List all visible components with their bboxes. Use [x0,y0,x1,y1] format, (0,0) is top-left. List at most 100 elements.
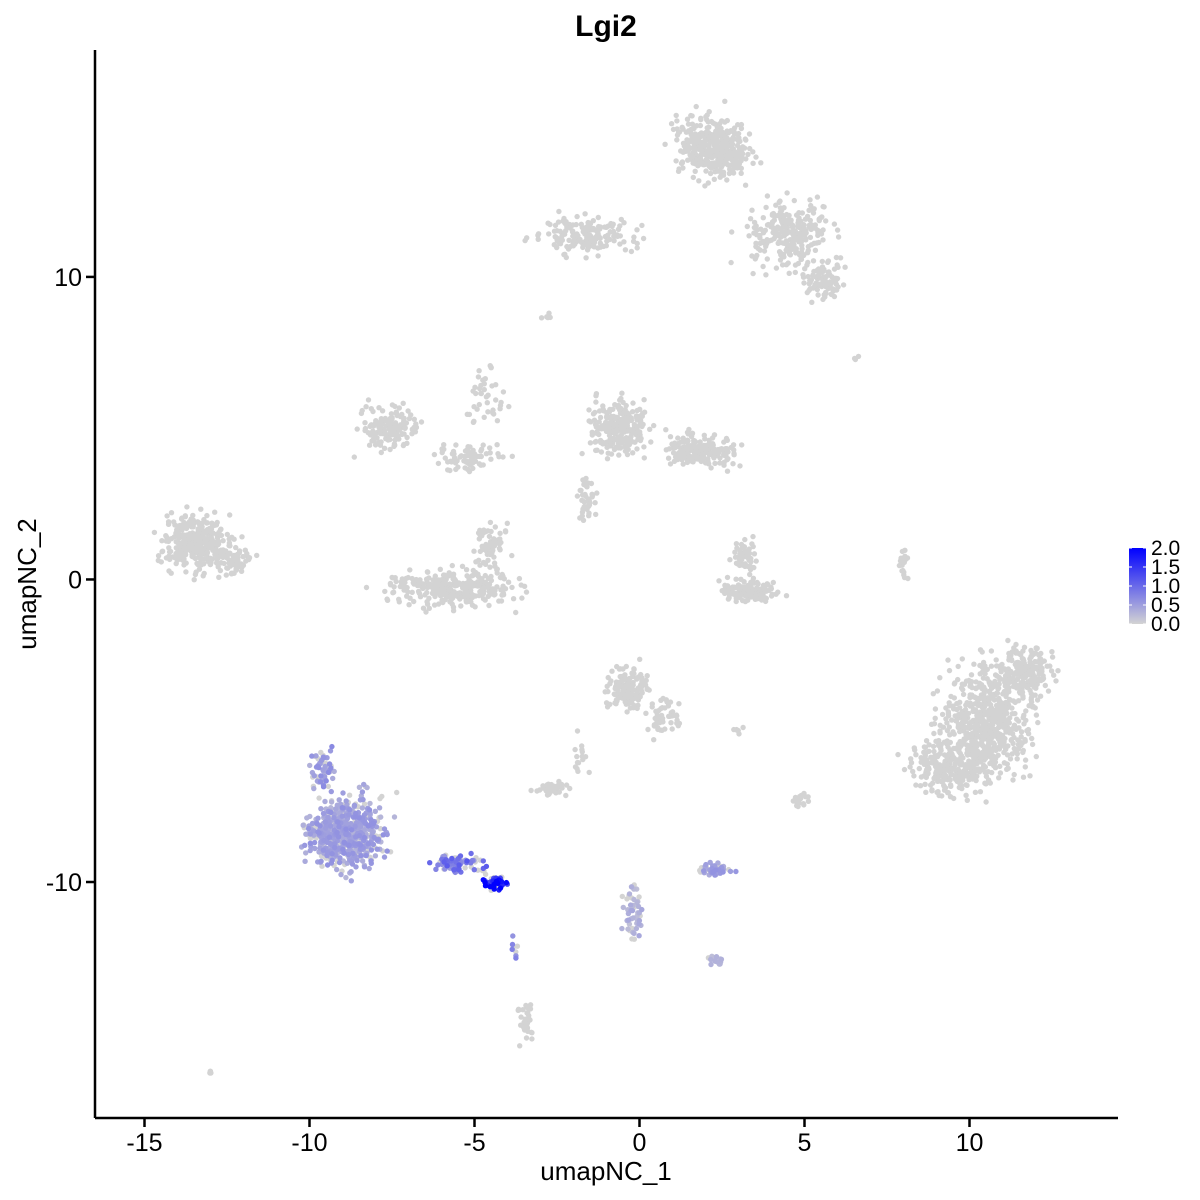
cell-point [593,438,599,445]
cell-point [584,484,590,490]
cell-point [347,807,353,813]
cell-point [972,755,978,761]
cell-point [372,853,379,859]
cell-point [840,282,847,288]
cell-point [676,701,682,707]
cell-point [737,463,743,469]
cell-point [155,557,161,564]
cell-point [603,700,610,706]
cell-point [722,144,729,150]
cell-point [972,701,978,707]
cell-point [1037,664,1043,670]
cell-point [732,149,738,155]
cell-point [367,800,373,807]
cell-point [343,831,349,837]
cell-point [733,576,739,582]
cell-point [570,233,576,239]
cell-point [977,647,984,653]
cell-point [320,847,327,853]
cell-point [711,432,718,438]
cell-point [360,796,366,803]
cell-point [540,785,546,791]
cell-point [978,755,984,761]
cell-point [980,723,986,730]
cell-point [497,547,503,553]
cell-point [695,138,702,144]
cell-point [965,750,971,756]
cell-point [638,419,644,425]
cell-point [706,109,712,115]
cell-point [667,461,674,467]
cell-point [729,229,735,235]
cell-point [585,496,592,502]
cell-point [791,197,797,204]
cell-point [462,865,468,871]
cell-point [467,462,473,468]
cell-point [688,433,695,440]
cell-point [254,552,260,559]
cell-point [476,557,482,563]
cell-point [617,223,623,229]
cell-point [969,738,975,744]
cell-point [970,772,976,778]
cell-point [1004,721,1010,727]
cell-point [1022,764,1028,770]
cell-point [722,119,728,125]
cell-point [950,729,956,735]
cell-point [964,770,970,776]
cell-point [392,403,398,410]
cell-point [997,663,1003,669]
cell-point [764,256,770,262]
cell-point [718,446,725,452]
cell-point [937,675,943,681]
cell-point [694,123,700,129]
cell-point [988,648,995,654]
cell-point [1036,652,1042,658]
cell-point [728,259,734,266]
cell-point [623,445,630,451]
cell-point [783,220,789,226]
cell-point [911,773,917,779]
cell-point [1014,671,1020,677]
cell-point [631,671,637,677]
cell-point [939,711,946,718]
cell-point [923,738,930,744]
cell-point [182,513,188,519]
cell-point [595,230,601,237]
cell-point [351,454,357,460]
cell-point [1001,717,1007,723]
cell-point [165,519,172,525]
cell-point [406,415,413,422]
cell-point [737,547,743,553]
cell-point [389,432,395,438]
cell-point [227,512,233,518]
cell-point [516,575,523,582]
cell-point [952,680,958,686]
cell-point [411,424,417,431]
cell-point [166,545,172,551]
cell-point [228,570,235,576]
cell-point [401,431,407,437]
cell-point [349,861,356,867]
cell-point [233,565,240,572]
cell-point [823,290,829,297]
cell-point [521,583,528,589]
cell-point [674,720,680,726]
cell-point [329,857,335,863]
cell-point [439,598,445,604]
cell-point [745,151,751,158]
cell-point [513,609,519,616]
cell-point [567,225,573,231]
cell-point [1037,693,1044,699]
cell-point [340,790,346,796]
cell-point [545,781,552,787]
cell-point [810,258,817,264]
cell-point [450,574,457,580]
cell-point [805,273,811,280]
cell-point [487,519,494,526]
cell-point [930,743,937,750]
cell-point [665,455,672,461]
cell-point [724,128,730,134]
cell-point [523,1023,530,1030]
cell-point [1011,723,1018,729]
